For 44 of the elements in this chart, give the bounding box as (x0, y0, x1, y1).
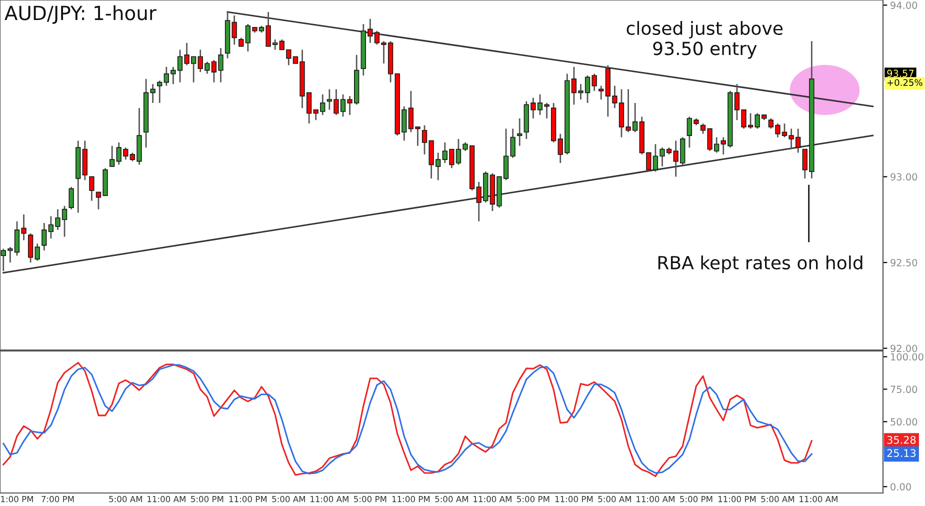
x-tick-label: 11:00 AM (148, 496, 186, 502)
y-tick-label: 93.00 (890, 173, 918, 181)
y-tick-label: 92.00 (890, 344, 918, 352)
x-tick-label: 5:00 PM (517, 496, 550, 502)
x-tick-label: 1:00 PM (1, 496, 33, 502)
x-tick-label: 11:00 PM (718, 496, 756, 502)
y-tick-label: 94.00 (890, 2, 918, 9)
candlestick (89, 176, 94, 202)
text: 93.57 (887, 70, 914, 78)
x-tick-label: 11:00 PM (392, 496, 430, 502)
x-tick-label: 5:00 AM (435, 496, 468, 502)
x-tick-label: 11:00 AM (474, 496, 512, 502)
text: +0.25% (887, 79, 922, 86)
candlestick (517, 118, 522, 147)
candlestick (157, 80, 162, 104)
x-tick-label: 11:00 AM (800, 496, 838, 502)
y-tick-label: 0.00 (890, 483, 911, 490)
annotation: RBA kept rates on hold (658, 256, 862, 273)
text: 25.13 (887, 449, 916, 458)
candlestick (28, 232, 34, 264)
y-tick-label: 100.00 (891, 353, 924, 361)
x-tick-label: 5:00 AM (272, 496, 305, 502)
y-tick-label: 75.00 (890, 386, 918, 394)
x-tick-label: 5:00 AM (761, 496, 794, 502)
candlestick (42, 222, 47, 252)
y-tick-label: 50.00 (890, 418, 918, 426)
chart-title: AUD/JPY: 1-hour (4, 5, 156, 24)
y-tick-label: 92.50 (890, 258, 918, 266)
x-tick-label: 11:00 AM (310, 496, 348, 502)
x-tick-label: 11:00 PM (229, 496, 267, 502)
x-tick-label: 5:00 AM (598, 496, 632, 502)
x-tick-label: 5:00 PM (191, 496, 224, 502)
candlestick (68, 186, 74, 210)
x-tick-label: 11:00 AM (636, 496, 674, 502)
annotation: closed just above 93.50 entry (626, 21, 783, 59)
candlestick (598, 85, 604, 100)
x-tick-label: 11:00 PM (555, 496, 593, 502)
candlestick (34, 242, 40, 262)
x-tick-label: 5:00 PM (680, 496, 712, 502)
candlestick (109, 145, 115, 168)
text: 35.28 (887, 436, 916, 444)
x-tick-label: 5:00 PM (354, 496, 386, 502)
x-tick-label: 5:00 AM (109, 496, 142, 502)
x-tick-label: 7:00 PM (42, 496, 74, 502)
